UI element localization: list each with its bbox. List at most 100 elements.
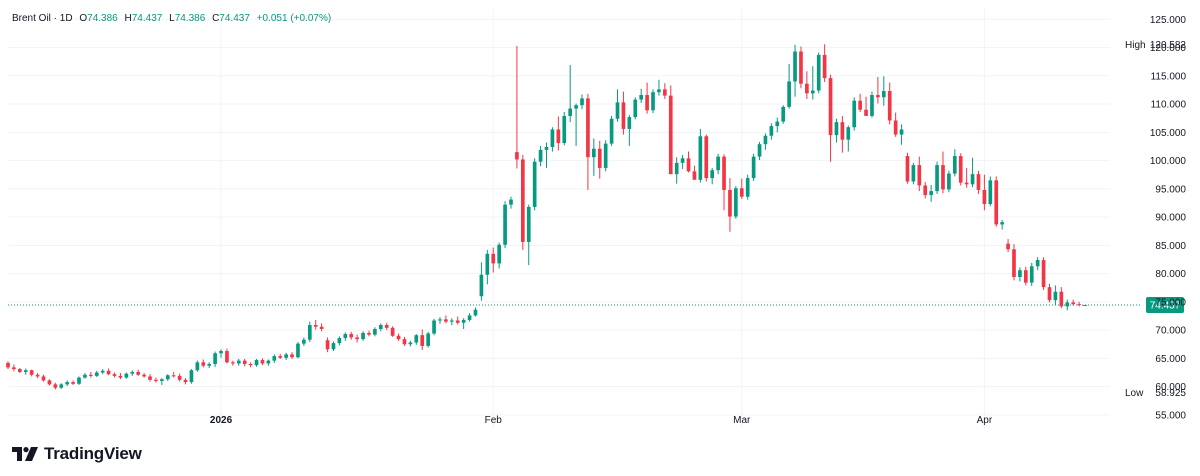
candle-body: [148, 376, 152, 380]
candle-body: [970, 174, 975, 185]
candle-body: [219, 351, 223, 354]
price-overlays: 74.437 High 120.582 Low 58.925: [8, 36, 1189, 401]
candle-body: [994, 180, 999, 225]
open-value: 74.386: [87, 13, 118, 24]
candle-body: [402, 339, 407, 345]
candle-body: [586, 98, 590, 158]
candle-body: [893, 120, 898, 135]
price-axis[interactable]: 55.000 60.000 65.000 70.000 75.000 80.000 85.0…: [1150, 15, 1187, 422]
candle-body: [870, 95, 874, 116]
candle-body: [544, 147, 549, 150]
candle-body: [77, 377, 81, 384]
candle-body: [479, 274, 484, 297]
ohlc-legend: Brent Oil · 1D O74.386 H74.437 L74.386 C…: [12, 13, 331, 24]
y-tick-label: 75.000: [1155, 297, 1186, 308]
candle-body: [112, 374, 117, 376]
candle-body: [574, 105, 578, 109]
candle-body: [449, 320, 454, 322]
candle-body: [83, 374, 87, 378]
candle-body: [503, 204, 507, 245]
grid: [8, 8, 1110, 429]
candle-body: [296, 343, 300, 358]
candle-body: [568, 108, 573, 116]
y-tick-label: 55.000: [1155, 410, 1186, 421]
candle-body: [952, 156, 957, 174]
candle-body: [686, 158, 691, 172]
candle-body: [710, 170, 715, 179]
candle-body: [225, 351, 229, 363]
candle-body: [982, 189, 987, 205]
candle-body: [864, 109, 868, 116]
candle-body: [1029, 266, 1034, 283]
y-tick-label: 120.000: [1150, 43, 1187, 54]
candle-body: [834, 122, 839, 136]
last-price-label: 74.437: [1150, 301, 1181, 312]
candle-body: [722, 156, 726, 190]
candle-body: [278, 356, 283, 358]
candle-body: [793, 51, 797, 82]
candle-body: [692, 171, 697, 180]
brand-footer[interactable]: TradingView: [12, 444, 142, 464]
candle-body: [361, 332, 365, 340]
candle-body: [745, 178, 750, 197]
candle-body: [816, 54, 821, 91]
candle-body: [1041, 260, 1046, 288]
candle-body: [881, 91, 886, 98]
candle-body: [236, 360, 241, 364]
candle-body: [810, 90, 815, 94]
candle-body: [751, 156, 756, 179]
candle-body: [171, 375, 176, 377]
time-axis[interactable]: 2026FebMarAprMayJunJul: [210, 415, 1200, 426]
candle-body: [680, 158, 685, 163]
candle-body: [935, 165, 939, 192]
candle-body: [355, 337, 359, 340]
y-tick-label: 105.000: [1150, 128, 1187, 139]
candle-body: [1012, 249, 1016, 277]
candle-body: [160, 379, 164, 381]
candle-body: [852, 100, 857, 128]
change-value: +0.051 (+0.07%): [256, 13, 332, 24]
candle-body: [562, 115, 567, 144]
candle-body: [497, 244, 501, 264]
candle-body: [1053, 291, 1058, 301]
y-tick-label: 65.000: [1155, 354, 1186, 365]
candle-body: [550, 129, 555, 148]
candle-body: [1065, 302, 1070, 307]
candle-body: [621, 102, 626, 129]
x-tick-label: Feb: [485, 415, 503, 426]
y-tick-label: 95.000: [1155, 184, 1186, 195]
candle-body: [29, 370, 34, 375]
candle-body: [603, 143, 608, 168]
candle-body: [609, 118, 614, 144]
candle-body: [331, 343, 336, 350]
candle-body: [41, 376, 46, 381]
candle-body: [337, 338, 342, 344]
candle-body: [615, 102, 620, 119]
candle-body: [177, 375, 182, 380]
candle-body: [1023, 270, 1028, 283]
candle-body: [734, 188, 738, 217]
candle-body: [828, 78, 833, 136]
candle-body: [775, 121, 780, 127]
low-value: 74.386: [174, 13, 206, 24]
y-tick-label: 60.000: [1155, 382, 1186, 393]
candle-body: [651, 92, 655, 111]
high-marker-value: 120.582: [1150, 40, 1187, 51]
x-tick-label: Mar: [733, 415, 751, 426]
candle-body: [100, 370, 105, 373]
candle-body: [964, 182, 969, 185]
candle-body: [302, 339, 306, 344]
candle-body: [976, 174, 981, 190]
y-tick-label: 125.000: [1150, 15, 1187, 26]
candle-body: [118, 375, 123, 378]
candle-body: [313, 325, 318, 327]
high-value: 74.437: [131, 13, 163, 24]
candle-body: [639, 95, 644, 100]
candle-body: [343, 334, 348, 339]
candle-body: [520, 159, 525, 242]
candle-body: [716, 156, 720, 171]
candle-body: [739, 188, 744, 197]
candle-body: [378, 325, 383, 329]
candle-body: [254, 360, 259, 366]
